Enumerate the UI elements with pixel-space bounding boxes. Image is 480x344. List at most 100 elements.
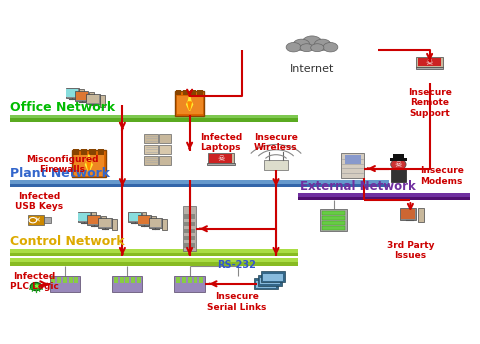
FancyBboxPatch shape [10,249,298,253]
FancyBboxPatch shape [78,212,91,222]
FancyBboxPatch shape [207,153,234,164]
Ellipse shape [293,39,310,50]
FancyBboxPatch shape [66,88,79,98]
FancyBboxPatch shape [69,277,72,282]
Ellipse shape [314,39,331,50]
Text: ✱: ✱ [33,283,39,290]
FancyBboxPatch shape [184,236,195,240]
FancyBboxPatch shape [144,144,158,154]
FancyBboxPatch shape [321,209,347,232]
Text: ☠: ☠ [426,58,433,67]
FancyBboxPatch shape [63,277,67,282]
FancyBboxPatch shape [74,277,78,282]
Polygon shape [187,95,192,111]
FancyBboxPatch shape [151,216,156,227]
FancyBboxPatch shape [418,58,441,66]
FancyBboxPatch shape [256,281,276,288]
FancyBboxPatch shape [10,180,389,184]
FancyBboxPatch shape [88,216,100,224]
Circle shape [30,282,42,291]
FancyBboxPatch shape [322,216,345,220]
FancyBboxPatch shape [67,89,78,97]
FancyBboxPatch shape [162,219,167,230]
Text: Plant Network: Plant Network [10,166,109,180]
FancyBboxPatch shape [184,214,195,219]
Text: RS-232: RS-232 [217,260,256,270]
FancyBboxPatch shape [10,262,298,266]
FancyBboxPatch shape [87,95,99,104]
FancyBboxPatch shape [264,160,288,170]
Polygon shape [85,154,92,172]
FancyBboxPatch shape [144,155,158,165]
FancyBboxPatch shape [298,196,470,200]
FancyBboxPatch shape [183,206,196,251]
FancyBboxPatch shape [176,90,181,95]
Ellipse shape [311,44,324,52]
FancyBboxPatch shape [89,92,94,104]
Text: Insecure
Remote
Support: Insecure Remote Support [408,88,452,118]
FancyBboxPatch shape [72,150,106,177]
FancyBboxPatch shape [159,144,171,154]
FancyBboxPatch shape [74,155,104,175]
FancyBboxPatch shape [418,208,424,222]
FancyBboxPatch shape [128,212,141,222]
FancyBboxPatch shape [199,277,203,282]
FancyBboxPatch shape [184,222,195,226]
FancyBboxPatch shape [263,274,283,281]
FancyBboxPatch shape [89,149,96,154]
FancyBboxPatch shape [188,277,192,282]
FancyBboxPatch shape [159,155,171,165]
FancyBboxPatch shape [184,243,195,248]
FancyBboxPatch shape [182,277,186,282]
FancyBboxPatch shape [261,271,285,282]
FancyBboxPatch shape [76,92,88,100]
Text: Infected
Laptops: Infected Laptops [200,133,242,152]
FancyBboxPatch shape [322,221,345,225]
Ellipse shape [323,43,338,52]
FancyBboxPatch shape [175,276,205,292]
FancyBboxPatch shape [99,219,111,227]
FancyBboxPatch shape [207,163,235,165]
Polygon shape [87,162,91,171]
FancyBboxPatch shape [345,155,361,164]
FancyBboxPatch shape [390,158,407,161]
FancyBboxPatch shape [79,89,84,100]
FancyBboxPatch shape [51,277,55,282]
FancyBboxPatch shape [91,213,96,224]
FancyBboxPatch shape [138,215,151,225]
FancyBboxPatch shape [341,153,364,178]
FancyBboxPatch shape [112,276,142,292]
FancyBboxPatch shape [142,213,146,224]
FancyBboxPatch shape [175,91,204,116]
FancyBboxPatch shape [82,149,87,154]
Text: Control Network: Control Network [10,235,124,248]
FancyBboxPatch shape [298,193,470,197]
FancyBboxPatch shape [73,149,79,154]
FancyBboxPatch shape [100,95,105,107]
FancyBboxPatch shape [28,215,45,225]
Polygon shape [188,102,192,110]
FancyBboxPatch shape [176,277,180,282]
FancyBboxPatch shape [45,217,51,223]
FancyBboxPatch shape [322,211,345,215]
FancyBboxPatch shape [10,115,298,119]
FancyBboxPatch shape [322,226,345,229]
FancyBboxPatch shape [10,184,389,187]
Ellipse shape [286,43,301,52]
FancyBboxPatch shape [401,209,415,219]
FancyBboxPatch shape [197,90,203,95]
Text: ✕: ✕ [34,217,40,223]
FancyBboxPatch shape [139,216,150,224]
FancyBboxPatch shape [98,218,111,228]
Text: External Network: External Network [300,180,416,193]
Text: Infected
USB Keys: Infected USB Keys [15,192,63,211]
FancyBboxPatch shape [129,213,141,221]
FancyBboxPatch shape [57,277,61,282]
FancyBboxPatch shape [144,134,158,143]
FancyBboxPatch shape [150,219,161,227]
Text: Infected
PLC Logic: Infected PLC Logic [10,272,59,291]
FancyBboxPatch shape [97,149,104,154]
FancyBboxPatch shape [137,277,141,282]
Ellipse shape [300,44,313,52]
FancyBboxPatch shape [10,252,298,256]
